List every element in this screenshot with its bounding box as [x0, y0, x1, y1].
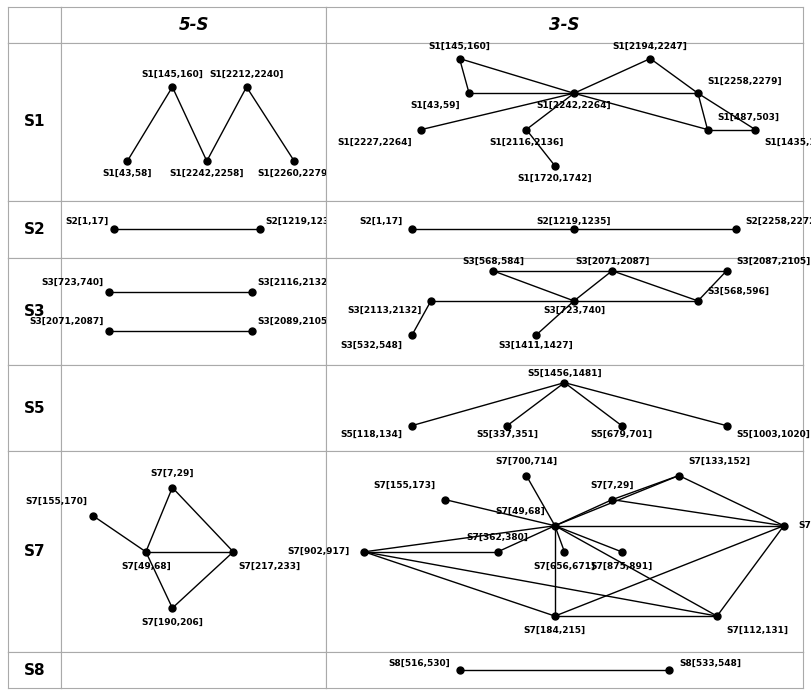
- Text: S8[533,548]: S8[533,548]: [679, 660, 741, 669]
- Text: S7[700,714]: S7[700,714]: [496, 457, 557, 466]
- Text: S8: S8: [24, 662, 45, 678]
- Text: S5[1456,1481]: S5[1456,1481]: [527, 369, 602, 378]
- Text: S7[217,237]: S7[217,237]: [798, 521, 811, 530]
- Text: S7[656,671]: S7[656,671]: [534, 562, 595, 571]
- Text: S3[2071,2087]: S3[2071,2087]: [29, 317, 104, 326]
- Text: S3[568,584]: S3[568,584]: [462, 256, 524, 265]
- Text: 5-S: 5-S: [178, 16, 208, 34]
- Text: S7[875,891]: S7[875,891]: [590, 562, 653, 571]
- Text: S3[2116,2132]: S3[2116,2132]: [257, 278, 332, 287]
- Text: S5: S5: [24, 401, 45, 416]
- Text: S7[902,917]: S7[902,917]: [288, 548, 350, 556]
- Text: S5[1003,1020]: S5[1003,1020]: [736, 430, 810, 439]
- Text: S7[155,170]: S7[155,170]: [26, 497, 88, 506]
- Text: S7[362,380]: S7[362,380]: [467, 533, 529, 542]
- Text: S1[2227,2264]: S1[2227,2264]: [337, 138, 412, 147]
- Text: S2[1219,1235]: S2[1219,1235]: [265, 218, 340, 227]
- Text: S7[7,29]: S7[7,29]: [151, 468, 194, 477]
- Text: S2[2258,2272]: S2[2258,2272]: [745, 218, 811, 227]
- Text: S3[568,596]: S3[568,596]: [707, 286, 770, 295]
- Text: S7[184,215]: S7[184,215]: [524, 626, 586, 635]
- Text: S1: S1: [24, 114, 45, 129]
- Text: S7: S7: [24, 544, 45, 559]
- Text: S7[7,29]: S7[7,29]: [590, 481, 634, 489]
- Text: S3[723,740]: S3[723,740]: [41, 278, 104, 287]
- Text: S3[2071,2087]: S3[2071,2087]: [575, 256, 650, 265]
- Text: S7[190,206]: S7[190,206]: [141, 618, 204, 627]
- Text: S7[112,131]: S7[112,131]: [727, 626, 788, 635]
- Text: S1[2260,2279]: S1[2260,2279]: [257, 169, 332, 178]
- Text: S5[118,134]: S5[118,134]: [341, 430, 402, 439]
- Text: S1[1720,1742]: S1[1720,1742]: [517, 174, 592, 183]
- Text: S7[49,68]: S7[49,68]: [121, 562, 171, 571]
- Text: S1[43,58]: S1[43,58]: [102, 169, 152, 178]
- Text: S2: S2: [24, 222, 45, 237]
- Text: S5[679,701]: S5[679,701]: [590, 430, 653, 439]
- Text: S1[145,160]: S1[145,160]: [428, 42, 491, 51]
- Text: S1[2258,2279]: S1[2258,2279]: [707, 76, 782, 85]
- Text: S3[2113,2132]: S3[2113,2132]: [347, 306, 422, 316]
- Text: S1[2194,2247]: S1[2194,2247]: [613, 42, 688, 51]
- Text: S8[516,530]: S8[516,530]: [388, 660, 450, 669]
- Text: S1[43,59]: S1[43,59]: [410, 101, 460, 110]
- Text: S1[487,503]: S1[487,503]: [717, 113, 779, 122]
- Text: S7[49,68]: S7[49,68]: [496, 507, 545, 516]
- Text: S7[155,173]: S7[155,173]: [374, 481, 436, 489]
- Text: S7[133,152]: S7[133,152]: [689, 457, 750, 466]
- Text: S2[1,17]: S2[1,17]: [66, 218, 109, 227]
- Text: 3-S: 3-S: [549, 16, 580, 34]
- Text: S1[2242,2264]: S1[2242,2264]: [537, 101, 611, 110]
- Text: S3[723,740]: S3[723,740]: [543, 306, 605, 316]
- Text: S2[1219,1235]: S2[1219,1235]: [537, 218, 611, 227]
- Text: S1[2212,2240]: S1[2212,2240]: [209, 70, 284, 79]
- Text: S1[2116,2136]: S1[2116,2136]: [489, 138, 564, 147]
- Text: S3[2089,2105]: S3[2089,2105]: [257, 317, 332, 326]
- Text: S3: S3: [24, 304, 45, 319]
- Text: S5[337,351]: S5[337,351]: [476, 430, 539, 439]
- Text: S1[145,160]: S1[145,160]: [141, 70, 204, 79]
- Text: S2[1,17]: S2[1,17]: [359, 218, 402, 227]
- Text: S1[1435,1451]: S1[1435,1451]: [765, 138, 811, 147]
- Text: S1[2242,2258]: S1[2242,2258]: [169, 169, 244, 178]
- Text: S3[1411,1427]: S3[1411,1427]: [499, 341, 573, 350]
- Text: S3[2087,2105]: S3[2087,2105]: [736, 256, 810, 265]
- Text: S3[532,548]: S3[532,548]: [341, 341, 402, 350]
- Text: S7[217,233]: S7[217,233]: [238, 562, 301, 571]
